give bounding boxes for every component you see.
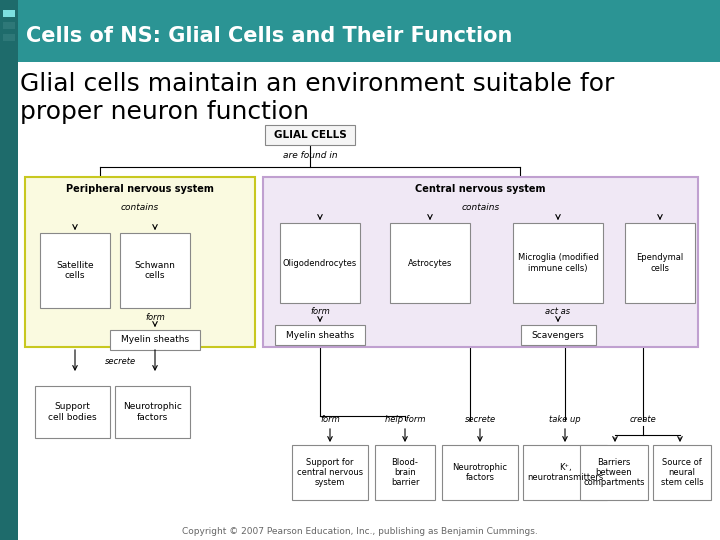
FancyBboxPatch shape	[375, 445, 435, 500]
FancyBboxPatch shape	[115, 386, 190, 438]
Text: form: form	[320, 415, 340, 424]
FancyBboxPatch shape	[110, 330, 200, 350]
Text: Neurotrophic
factors: Neurotrophic factors	[123, 402, 182, 422]
FancyBboxPatch shape	[25, 177, 255, 347]
FancyBboxPatch shape	[292, 445, 368, 500]
Text: Oligodendrocytes: Oligodendrocytes	[283, 259, 357, 267]
Text: Central nervous system: Central nervous system	[415, 184, 546, 194]
Text: GLIAL CELLS: GLIAL CELLS	[274, 130, 346, 140]
Text: Support
cell bodies: Support cell bodies	[48, 402, 96, 422]
Text: secrete: secrete	[104, 357, 135, 367]
Text: Scavengers: Scavengers	[531, 330, 585, 340]
FancyBboxPatch shape	[265, 125, 355, 145]
Text: Blood-
brain
barrier: Blood- brain barrier	[391, 457, 419, 488]
Text: create: create	[629, 415, 657, 424]
FancyBboxPatch shape	[442, 445, 518, 500]
FancyBboxPatch shape	[625, 223, 695, 303]
Text: Myelin sheaths: Myelin sheaths	[286, 330, 354, 340]
Text: Support for
central nervous
system: Support for central nervous system	[297, 457, 363, 488]
Bar	[3, 22, 15, 29]
Text: help form: help form	[384, 415, 426, 424]
Text: proper neuron function: proper neuron function	[20, 100, 309, 124]
Text: Source of
neural
stem cells: Source of neural stem cells	[661, 457, 703, 488]
Bar	[3, 10, 15, 17]
Text: Schwann
cells: Schwann cells	[135, 261, 176, 280]
FancyBboxPatch shape	[280, 223, 360, 303]
Text: secrete: secrete	[464, 415, 495, 424]
Text: Ependymal
cells: Ependymal cells	[636, 253, 683, 273]
Text: form: form	[310, 307, 330, 315]
Text: take up: take up	[549, 415, 581, 424]
FancyBboxPatch shape	[35, 386, 110, 438]
Text: Microglia (modified
immune cells): Microglia (modified immune cells)	[518, 253, 598, 273]
Text: contains: contains	[121, 202, 159, 212]
Text: Myelin sheaths: Myelin sheaths	[121, 335, 189, 345]
FancyBboxPatch shape	[390, 223, 470, 303]
Text: are found in: are found in	[283, 151, 337, 159]
Bar	[3, 34, 15, 41]
FancyBboxPatch shape	[523, 445, 607, 500]
FancyBboxPatch shape	[513, 223, 603, 303]
Text: Peripheral nervous system: Peripheral nervous system	[66, 184, 214, 194]
Text: Cells of NS: Glial Cells and Their Function: Cells of NS: Glial Cells and Their Funct…	[26, 26, 513, 46]
Bar	[0, 0, 720, 62]
FancyBboxPatch shape	[263, 177, 698, 347]
FancyBboxPatch shape	[521, 325, 595, 345]
Text: Neurotrophic
factors: Neurotrophic factors	[452, 463, 508, 482]
FancyBboxPatch shape	[653, 445, 711, 500]
Text: form: form	[145, 313, 165, 321]
FancyBboxPatch shape	[580, 445, 648, 500]
Text: Copyright © 2007 Pearson Education, Inc., publishing as Benjamin Cummings.: Copyright © 2007 Pearson Education, Inc.…	[182, 528, 538, 537]
FancyBboxPatch shape	[40, 233, 110, 308]
Bar	[0, 0, 18, 540]
Text: act as: act as	[546, 307, 570, 315]
Text: Satellite
cells: Satellite cells	[56, 261, 94, 280]
Text: Barriers
between
compartments: Barriers between compartments	[583, 457, 644, 488]
Text: K⁺,
neurotransmitters: K⁺, neurotransmitters	[527, 463, 603, 482]
FancyBboxPatch shape	[120, 233, 190, 308]
Text: Glial cells maintain an environment suitable for: Glial cells maintain an environment suit…	[20, 72, 614, 96]
Text: contains: contains	[462, 202, 500, 212]
Text: Astrocytes: Astrocytes	[408, 259, 452, 267]
FancyBboxPatch shape	[275, 325, 365, 345]
